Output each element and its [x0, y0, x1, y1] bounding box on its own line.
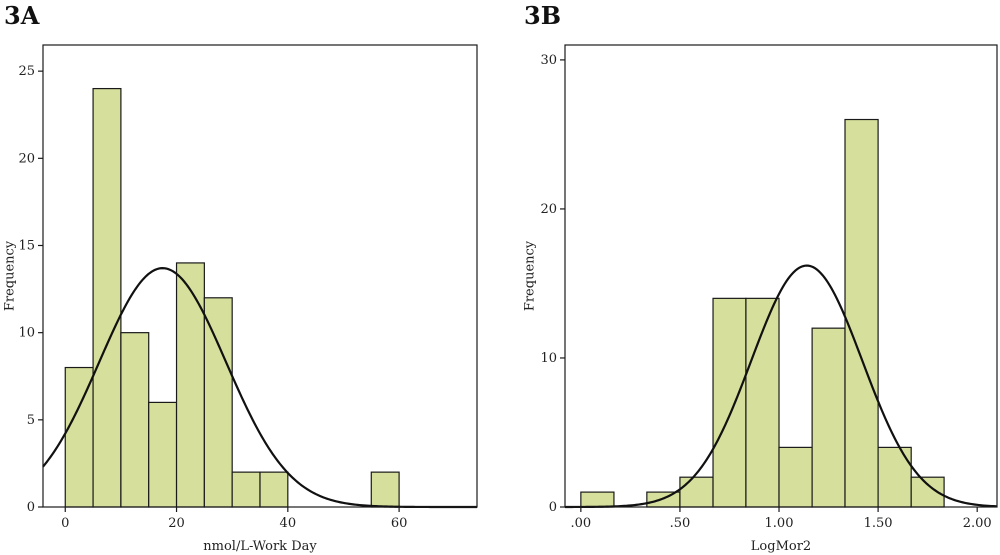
x-tick-label: 40 [280, 516, 297, 531]
y-tick-label: 20 [540, 202, 557, 217]
x-tick-label: 1.00 [765, 516, 794, 531]
x-tick-label: .00 [571, 516, 592, 531]
histogram-b-normal-curve [565, 264, 998, 509]
histogram-bar [231, 471, 261, 508]
y-tick-label: 5 [27, 413, 35, 428]
histogram-bar [259, 471, 289, 508]
histogram-bar [712, 297, 747, 508]
y-tick-label: 0 [549, 500, 557, 515]
y-tick-label: 20 [18, 151, 35, 166]
histogram-a-x-axis-title: nmol/L-Work Day [203, 539, 317, 554]
x-tick-label: 1.50 [864, 516, 893, 531]
y-tick-label: 10 [18, 326, 35, 341]
histogram-b-x-axis-title: LogMor2 [751, 539, 811, 554]
histogram-bar [370, 471, 400, 508]
histogram-b-y-axis-title: Frequency [523, 240, 538, 311]
histogram-b-y-ticks: 0 10 20 30 [540, 53, 565, 515]
histogram-a-y-axis-title: Frequency [3, 240, 18, 311]
y-tick-label: 30 [540, 53, 557, 68]
x-tick-label: .50 [670, 516, 691, 531]
histogram-bar [175, 262, 205, 508]
histogram-b-x-ticks: .00 .50 1.00 1.50 2.00 [571, 507, 992, 531]
histogram-panel-b: 3B .00 .50 1.00 1.50 2.00 0 10 20 30 LogMor2 Fr… [523, 1, 998, 554]
x-tick-label: 60 [391, 516, 408, 531]
histogram-bar [778, 446, 813, 508]
y-tick-label: 10 [540, 351, 557, 366]
y-tick-label: 25 [18, 64, 35, 79]
panel-b-label: 3B [524, 1, 561, 30]
y-tick-label: 0 [27, 500, 35, 515]
histogram-bar [203, 297, 233, 508]
panel-a-label: 3A [4, 1, 40, 30]
histogram-bar [64, 366, 94, 508]
histogram-bar [844, 118, 879, 508]
x-tick-label: 2.00 [963, 516, 992, 531]
histogram-bar [120, 332, 150, 508]
histogram-a-bars [64, 87, 400, 508]
histogram-bar [910, 476, 945, 508]
histogram-a-y-ticks: 0 5 10 15 20 25 [18, 64, 43, 515]
histogram-b-plot-frame [564, 44, 998, 508]
histogram-bar [92, 87, 122, 508]
histogram-bar [811, 327, 846, 508]
histogram-panel-a: 3A 0 20 40 60 0 5 10 15 20 25 nmol/L-Work Day Fr… [3, 1, 478, 554]
histogram-a-plot-frame [42, 44, 478, 508]
histogram-bar [679, 476, 714, 508]
histogram-a-x-ticks: 0 20 40 60 [61, 507, 407, 531]
x-tick-label: 20 [168, 516, 185, 531]
histogram-bar [877, 446, 912, 508]
histogram-bar [580, 491, 615, 508]
histogram-b-bars [580, 118, 945, 508]
x-tick-label: 0 [61, 516, 69, 531]
y-tick-label: 15 [18, 238, 35, 253]
histogram-bar [148, 401, 178, 508]
